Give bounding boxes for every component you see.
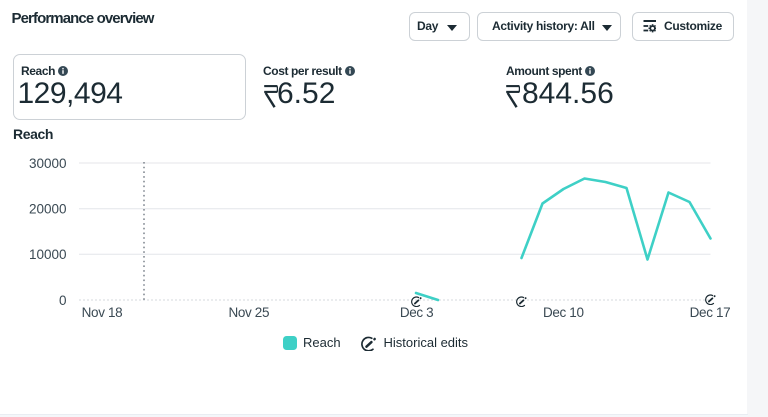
- svg-text:0: 0: [59, 293, 67, 308]
- svg-text:10000: 10000: [29, 247, 67, 262]
- svg-text:Dec 17: Dec 17: [690, 305, 731, 320]
- svg-text:Nov 18: Nov 18: [82, 305, 123, 320]
- svg-text:Nov 25: Nov 25: [228, 305, 269, 320]
- svg-text:Dec 10: Dec 10: [543, 305, 584, 320]
- svg-text:Dec 3: Dec 3: [400, 305, 434, 320]
- svg-text:30000: 30000: [29, 156, 67, 171]
- svg-text:20000: 20000: [29, 202, 67, 217]
